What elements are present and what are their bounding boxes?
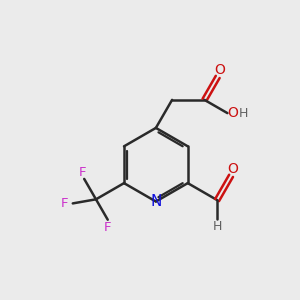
Text: O: O [227,162,238,176]
Text: H: H [212,220,222,233]
Text: O: O [214,63,225,76]
Text: O: O [227,106,238,120]
Text: F: F [79,166,86,179]
Text: H: H [238,106,248,120]
Text: F: F [104,221,112,234]
Text: F: F [61,197,68,210]
Text: N: N [150,194,162,209]
